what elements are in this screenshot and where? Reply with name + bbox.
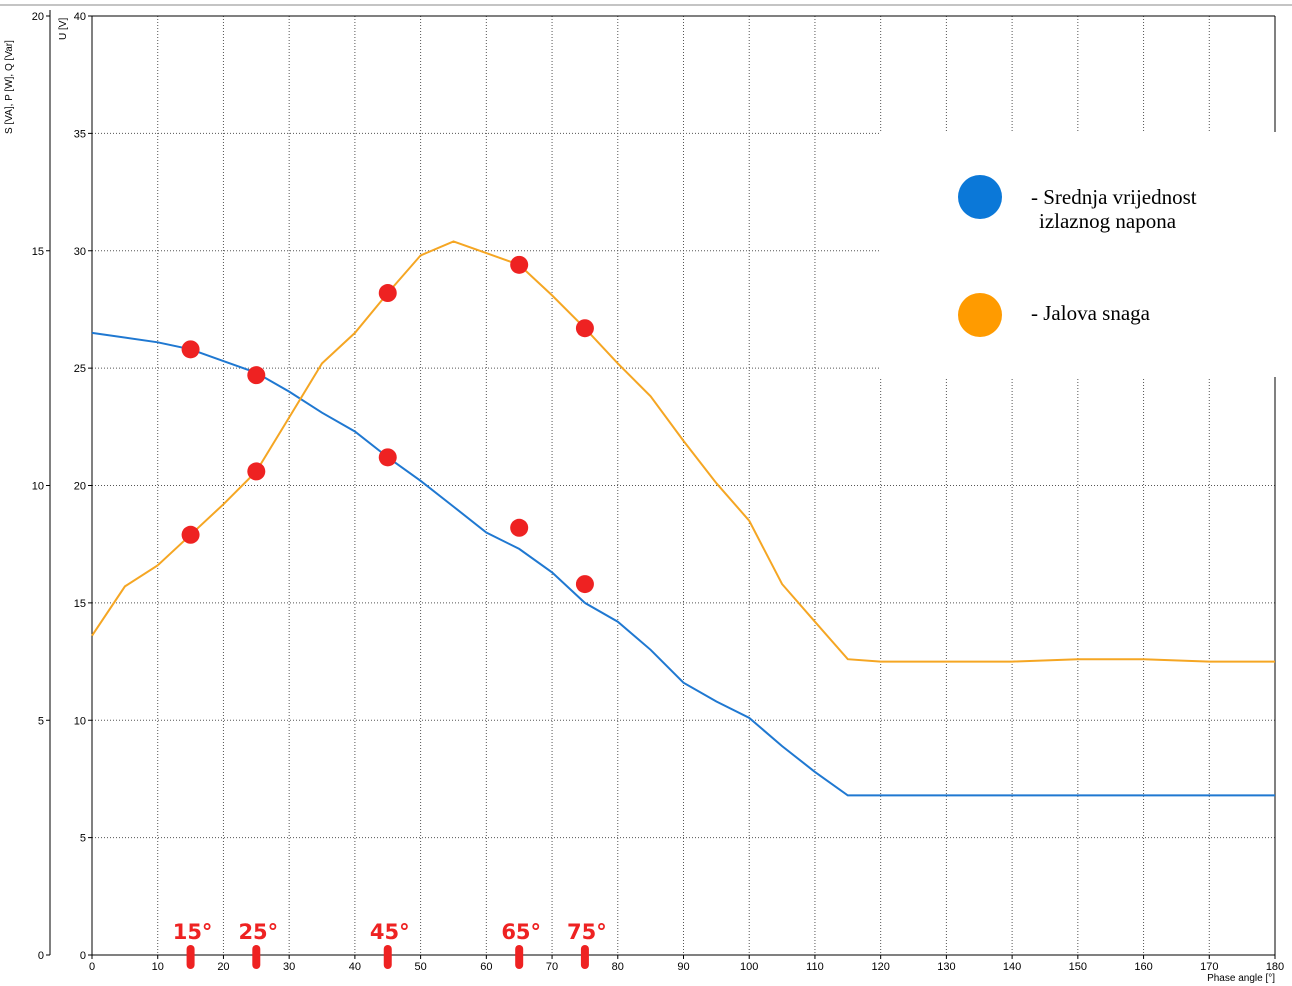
right-y-axis-label: U [V]: [58, 18, 69, 40]
angle-mark: [186, 945, 195, 969]
right-y-tick-label: 20: [74, 481, 86, 493]
legend-label: izlaznog napona: [1039, 209, 1177, 233]
right-y-tick-label: 0: [80, 950, 86, 962]
legend-swatch: [958, 175, 1002, 219]
angle-label: 75°: [567, 920, 607, 944]
red-marker: [247, 462, 266, 481]
angle-mark: [252, 945, 261, 969]
right-y-tick-label: 5: [80, 833, 86, 845]
red-marker: [510, 255, 529, 274]
angle-label: 45°: [370, 920, 410, 944]
x-tick-label: 120: [871, 961, 889, 973]
x-tick-label: 130: [937, 961, 955, 973]
left-y-tick-label: 5: [38, 715, 44, 727]
red-marker: [247, 366, 266, 385]
legend-label: - Jalova snaga: [1031, 301, 1151, 325]
right-y-tick-label: 30: [74, 246, 86, 258]
red-marker: [378, 284, 397, 303]
x-tick-label: 40: [349, 961, 361, 973]
left-y-tick-label: 0: [38, 950, 44, 962]
x-tick-label: 140: [1003, 961, 1021, 973]
red-marker: [181, 525, 200, 544]
x-tick-label: 180: [1266, 961, 1284, 973]
angle-mark: [580, 945, 589, 969]
right-y-tick-label: 10: [74, 715, 86, 727]
x-tick-label: 80: [612, 961, 624, 973]
x-tick-label: 50: [414, 961, 426, 973]
x-tick-label: 100: [740, 961, 758, 973]
x-tick-label: 60: [480, 961, 492, 973]
right-y-tick-label: 25: [74, 363, 86, 375]
left-y-axis: 0 5 10 15 20: [32, 11, 50, 962]
red-marker: [575, 319, 594, 338]
right-y-tick-label: 35: [74, 128, 86, 140]
left-y-tick-label: 10: [32, 481, 44, 493]
x-tick-label: 30: [283, 961, 295, 973]
measurement-markers: [181, 255, 594, 594]
x-tick-label: 160: [1134, 961, 1152, 973]
x-tick-label: 150: [1069, 961, 1087, 973]
angle-label: 15°: [173, 920, 213, 944]
legend-panel: [880, 132, 1280, 377]
series-line: [91, 331, 1275, 797]
right-y-tick-label: 40: [74, 11, 86, 23]
legend-swatch: [958, 293, 1002, 337]
angle-mark: [515, 945, 524, 969]
x-tick-label: 20: [217, 961, 229, 973]
x-tick-label: 170: [1200, 961, 1218, 973]
red-marker: [181, 340, 200, 359]
legend-label: - Srednja vrijednost: [1031, 185, 1197, 209]
x-axis: 0 10 20 30 40 50 60 70 80 90 100 110 120 130 140 150 160…: [89, 955, 1284, 973]
angle-label: 65°: [501, 920, 541, 944]
angle-label: 25°: [238, 920, 278, 944]
angle-marks: 15° 25° 45° 65° 75°: [173, 920, 607, 969]
left-y-axis-label: S [VA], P [W], Q [Var]: [4, 40, 15, 134]
left-y-tick-label: 20: [32, 11, 44, 23]
red-marker: [510, 518, 529, 537]
x-tick-label: 70: [546, 961, 558, 973]
x-tick-label: 0: [89, 961, 95, 973]
x-tick-label: 10: [152, 961, 164, 973]
angle-mark: [383, 945, 392, 969]
right-y-tick-label: 15: [74, 598, 86, 610]
right-y-axis: 0 5 10 15 20 25 30 35 40: [74, 11, 92, 962]
red-marker: [378, 448, 397, 467]
x-tick-label: 90: [677, 961, 689, 973]
x-tick-label: 110: [806, 961, 824, 973]
red-marker: [575, 575, 594, 594]
x-axis-label: Phase angle [°]: [1207, 973, 1275, 984]
left-y-tick-label: 15: [32, 246, 44, 258]
